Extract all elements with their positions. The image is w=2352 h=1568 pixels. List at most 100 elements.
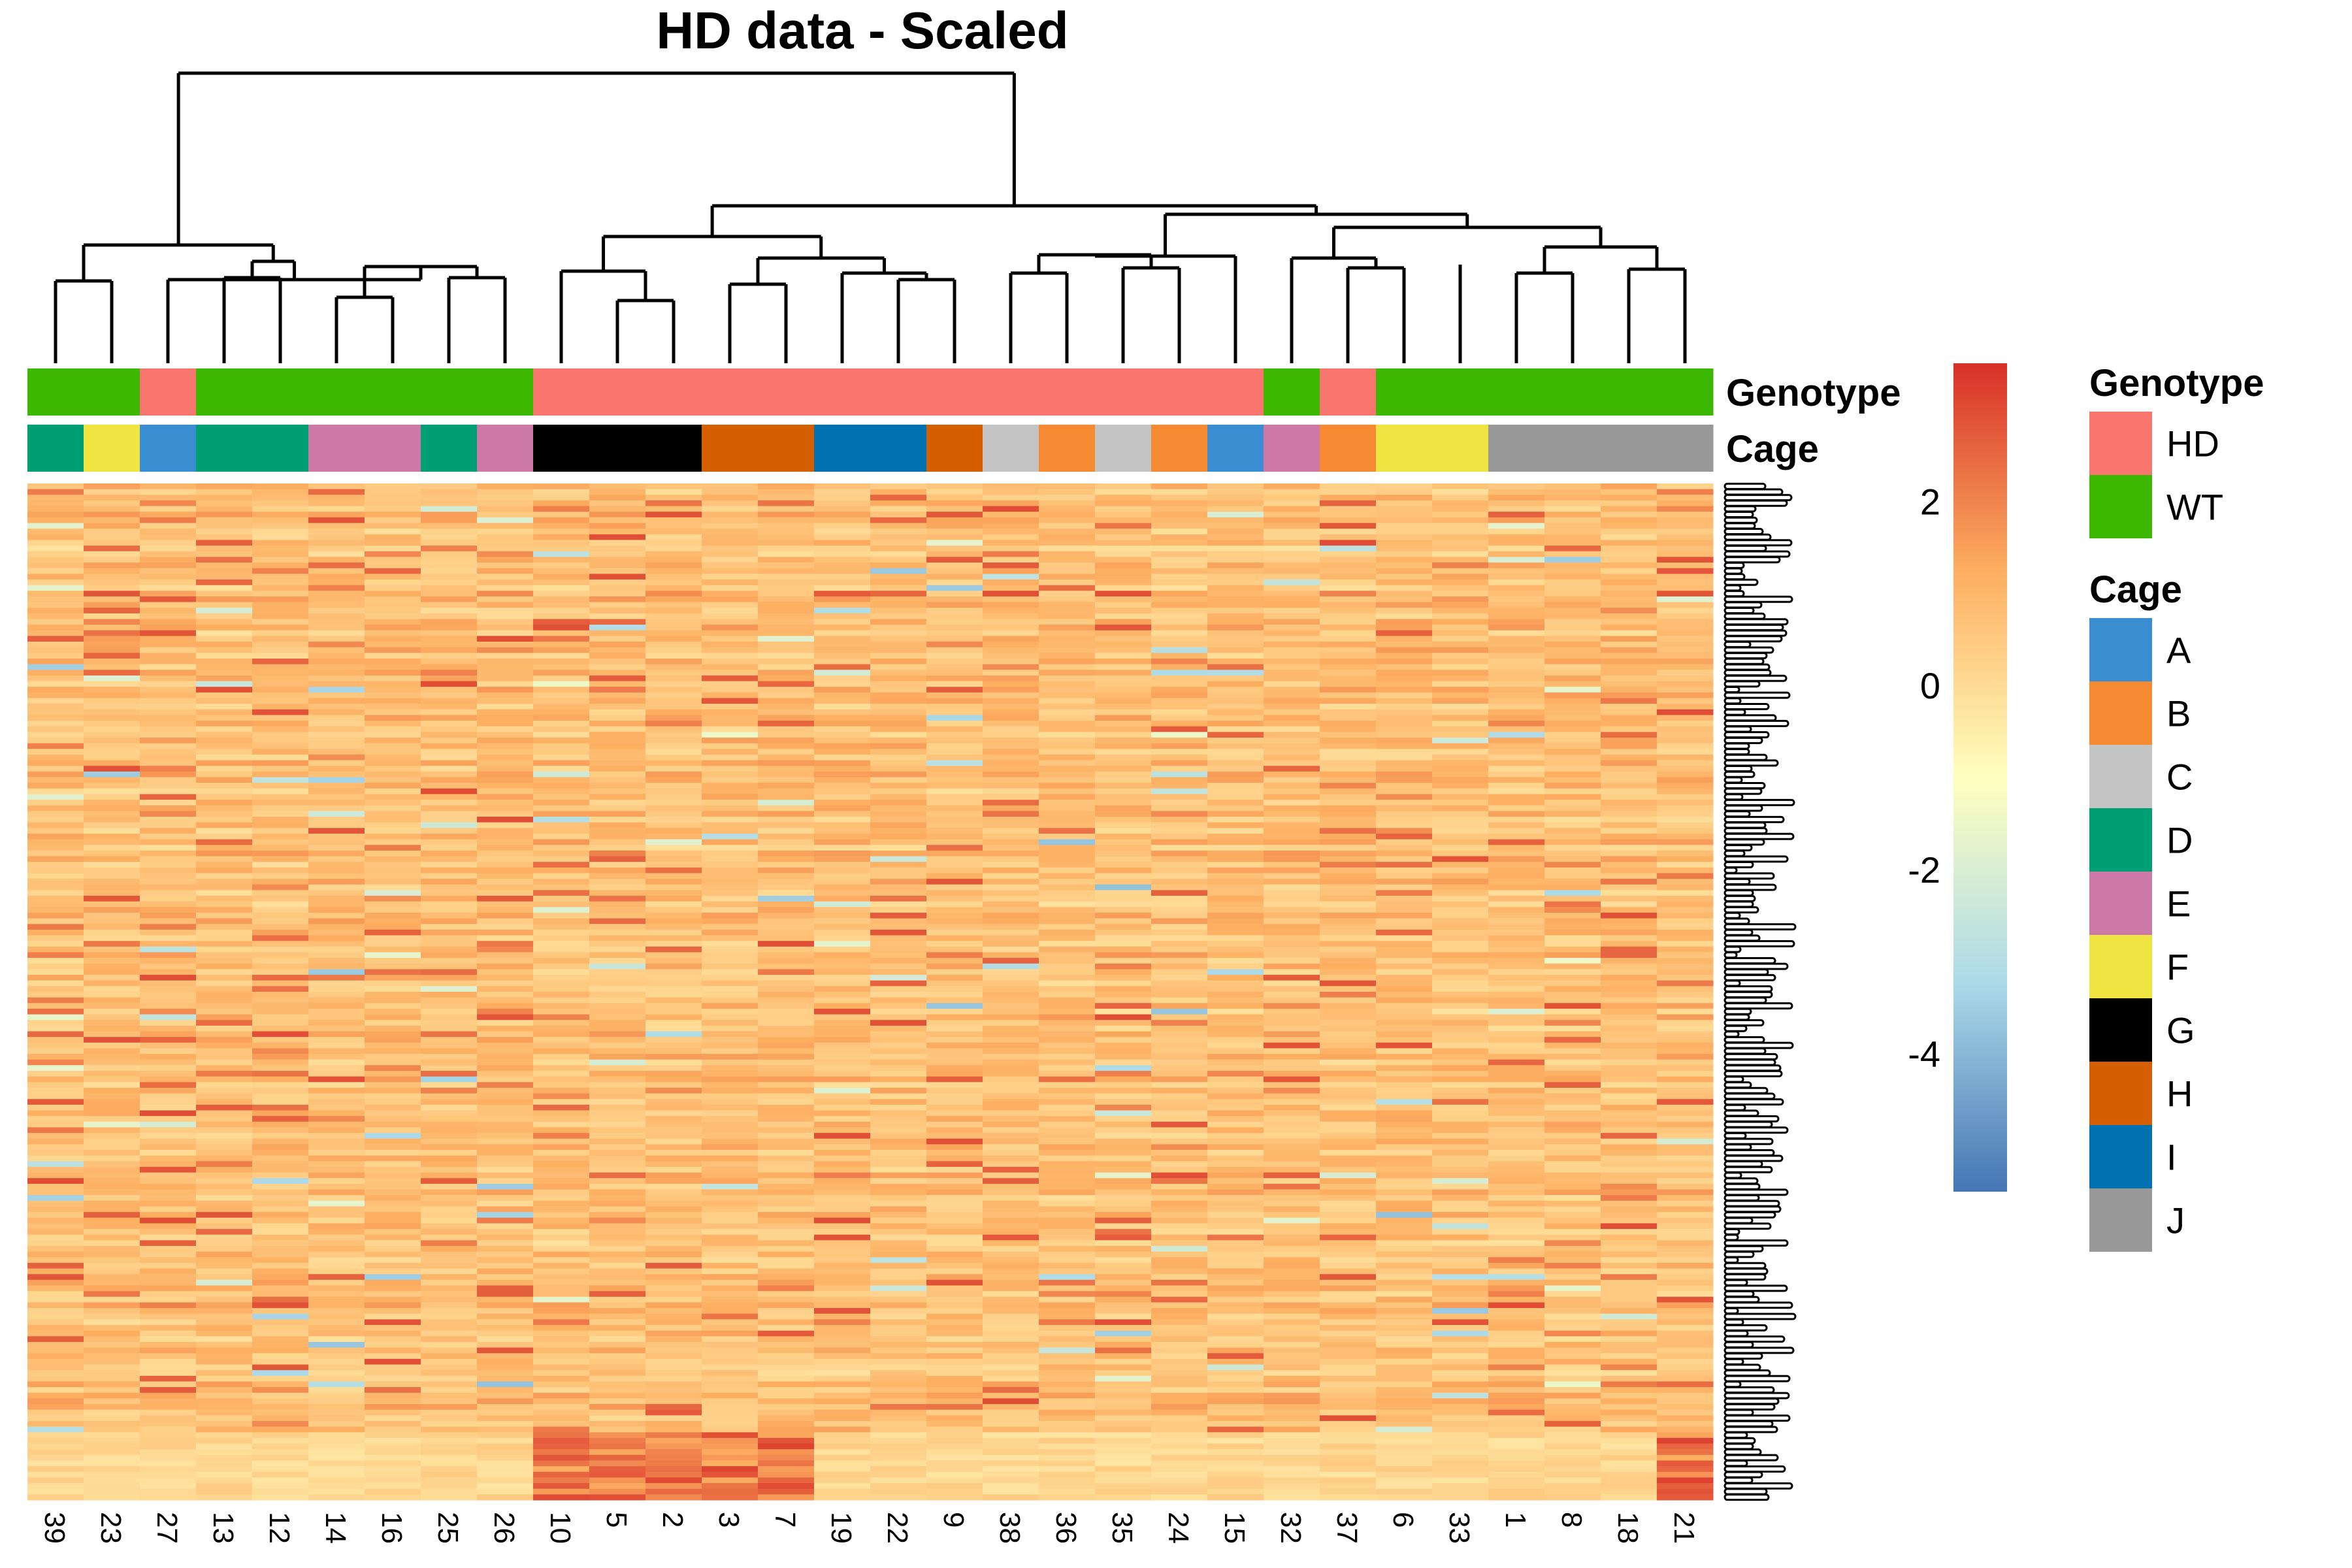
- heatmap-cell: [84, 946, 140, 953]
- heatmap-cell: [140, 1392, 197, 1399]
- heatmap-cell: [645, 625, 702, 631]
- heatmap-cell: [365, 777, 421, 783]
- heatmap-cell: [645, 754, 702, 761]
- heatmap-cell: [421, 1099, 478, 1105]
- heatmap-cell: [1151, 1150, 1208, 1156]
- heatmap-cell: [1039, 1229, 1096, 1235]
- heatmap-cell: [365, 1138, 421, 1145]
- heatmap-cell: [252, 879, 309, 885]
- heatmap-cell: [589, 800, 646, 806]
- heatmap-cell: [1095, 1319, 1152, 1326]
- heatmap-cell: [983, 800, 1039, 806]
- genotype-annotation-cell: [1039, 368, 1096, 416]
- heatmap-cell: [196, 980, 253, 987]
- heatmap-cell: [645, 1217, 702, 1224]
- heatmap-cell: [1095, 918, 1152, 924]
- heatmap-cell: [870, 918, 927, 924]
- heatmap-cell: [645, 1003, 702, 1009]
- heatmap-cell: [1601, 1093, 1658, 1100]
- heatmap-cell: [1601, 896, 1658, 902]
- heatmap-cell: [196, 833, 253, 840]
- heatmap-cell: [140, 1025, 197, 1032]
- heatmap-cell: [645, 602, 702, 608]
- heatmap-cell: [1151, 924, 1208, 930]
- heatmap-cell: [1207, 1229, 1264, 1235]
- heatmap-cell: [533, 1087, 590, 1094]
- heatmap-cell: [1264, 1296, 1320, 1303]
- heatmap-cell: [1039, 929, 1096, 936]
- heatmap-cell: [308, 1121, 365, 1128]
- heatmap-cell: [1544, 602, 1601, 608]
- heatmap-cell: [1320, 1319, 1377, 1326]
- heatmap-cell: [645, 1020, 702, 1026]
- heatmap-cell: [1544, 1313, 1601, 1320]
- heatmap-cell: [1095, 1042, 1152, 1049]
- heatmap-cell: [1264, 1200, 1320, 1207]
- heatmap-cell: [1151, 1054, 1208, 1060]
- heatmap-cell: [926, 1262, 983, 1269]
- heatmap-cell: [1151, 1172, 1208, 1179]
- heatmap-cell: [533, 579, 590, 586]
- heatmap-cell: [84, 1178, 140, 1184]
- heatmap-cell: [477, 675, 534, 682]
- heatmap-cell: [983, 924, 1039, 930]
- heatmap-cell: [645, 681, 702, 687]
- heatmap-cell: [252, 890, 309, 896]
- heatmap-cell: [1432, 1358, 1489, 1365]
- heatmap-cell: [1207, 642, 1264, 648]
- heatmap-cell: [1432, 833, 1489, 840]
- heatmap-cell: [1432, 896, 1489, 902]
- heatmap-cell: [533, 811, 590, 817]
- heatmap-cell: [1376, 1330, 1433, 1337]
- heatmap-cell: [1432, 929, 1489, 936]
- heatmap-cell: [702, 1110, 759, 1117]
- heatmap-cell: [1039, 1200, 1096, 1207]
- heatmap-cell: [1039, 1166, 1096, 1173]
- heatmap-cell: [1488, 1387, 1545, 1394]
- heatmap-cell: [1657, 681, 1714, 687]
- heatmap-cell: [1264, 1087, 1320, 1094]
- heatmap-cell: [308, 1291, 365, 1298]
- heatmap-cell: [589, 1217, 646, 1224]
- heatmap-cell: [1376, 1121, 1433, 1128]
- heatmap-cell: [1488, 1071, 1545, 1077]
- heatmap-cell: [1039, 551, 1096, 557]
- heatmap-cell: [1264, 495, 1320, 501]
- heatmap-cell: [814, 800, 871, 806]
- heatmap-cell: [1151, 698, 1208, 704]
- heatmap-cell: [140, 523, 197, 529]
- heatmap-cell: [1039, 1133, 1096, 1139]
- heatmap-cell: [926, 771, 983, 778]
- heatmap-cell: [758, 1121, 815, 1128]
- heatmap-cell: [140, 828, 197, 834]
- heatmap-cell: [308, 563, 365, 569]
- heatmap-cell: [983, 602, 1039, 608]
- heatmap-cell: [1601, 692, 1658, 698]
- heatmap-cell: [983, 647, 1039, 653]
- heatmap-cell: [84, 1031, 140, 1037]
- heatmap-cell: [365, 890, 421, 896]
- heatmap-cell: [1095, 890, 1152, 896]
- heatmap-cell: [196, 992, 253, 998]
- heatmap-cell: [758, 489, 815, 495]
- heatmap-cell: [702, 619, 759, 625]
- heatmap-cell: [1320, 1257, 1377, 1264]
- heatmap-cell: [1432, 1071, 1489, 1077]
- heatmap-cell: [983, 704, 1039, 710]
- heatmap-cell: [926, 1087, 983, 1094]
- heatmap-cell: [758, 952, 815, 958]
- heatmap-cell: [140, 489, 197, 495]
- heatmap-cell: [1432, 1240, 1489, 1247]
- heatmap-cell: [1320, 1330, 1377, 1337]
- heatmap-cell: [1376, 1274, 1433, 1281]
- heatmap-cell: [252, 1330, 309, 1337]
- genotype-annotation-cell: [702, 368, 759, 416]
- heatmap-cell: [27, 1189, 84, 1196]
- heatmap-cell: [1376, 1325, 1433, 1331]
- heatmap-cell: [196, 568, 253, 574]
- heatmap-cell: [1488, 1240, 1545, 1247]
- heatmap-cell: [1207, 1347, 1264, 1354]
- heatmap-cell: [814, 1189, 871, 1196]
- heatmap-cell: [533, 1387, 590, 1394]
- heatmap-cell: [1207, 1166, 1264, 1173]
